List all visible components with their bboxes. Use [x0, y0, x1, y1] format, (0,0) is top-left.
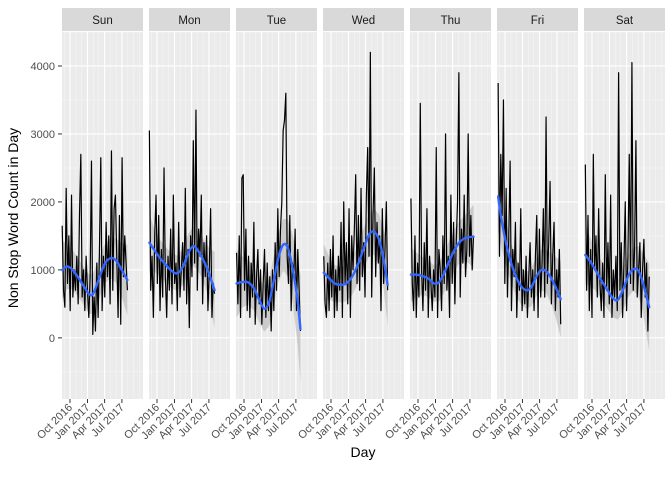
y-tick-label: 2000 — [31, 197, 55, 209]
y-tick-label: 4000 — [31, 61, 55, 73]
raw-series-line — [497, 82, 562, 325]
x-axis-title: Day — [351, 444, 376, 460]
facet-strip-label: Wed — [352, 15, 375, 27]
facet-strip-label: Fri — [531, 15, 544, 27]
facet-strip — [62, 8, 143, 31]
facet-strip — [497, 8, 578, 31]
raw-series-line — [235, 92, 302, 332]
facet-strip — [584, 8, 665, 31]
raw-series-line — [323, 51, 389, 319]
raw-series-line — [61, 150, 129, 336]
facet-strip-label: Thu — [441, 15, 461, 27]
facet-strip — [149, 8, 230, 31]
smooth-trend-line — [235, 242, 302, 331]
panel-background — [236, 32, 317, 399]
facet-strip — [236, 8, 317, 31]
facet-strip-label: Sun — [92, 15, 112, 27]
smooth-trend-line — [322, 230, 389, 287]
raw-series-line — [410, 72, 475, 319]
y-tick-label: 3000 — [31, 129, 55, 141]
raw-series-line — [148, 109, 216, 329]
panel-background — [323, 32, 404, 399]
facet-strip — [410, 8, 491, 31]
smooth-trend-line — [584, 253, 651, 309]
y-axis-title: Non Stop Word Count in Day — [5, 128, 21, 308]
y-tick-label: 1000 — [31, 265, 55, 277]
facet-strip — [323, 8, 404, 31]
y-tick-label: 0 — [49, 333, 55, 345]
facet-strip-label: Sat — [616, 15, 634, 27]
smooth-trend-line — [148, 241, 216, 292]
facet-strip-label: Mon — [178, 15, 200, 27]
smooth-trend-line — [409, 235, 475, 285]
panel-background — [62, 32, 143, 399]
smooth-trend-line — [496, 195, 562, 301]
facet-strip-label: Tue — [267, 15, 286, 27]
y-axis: 0 1000 2000 3000 4000 — [31, 61, 62, 345]
smooth-trend-line — [60, 256, 129, 297]
panel-background — [149, 32, 230, 399]
